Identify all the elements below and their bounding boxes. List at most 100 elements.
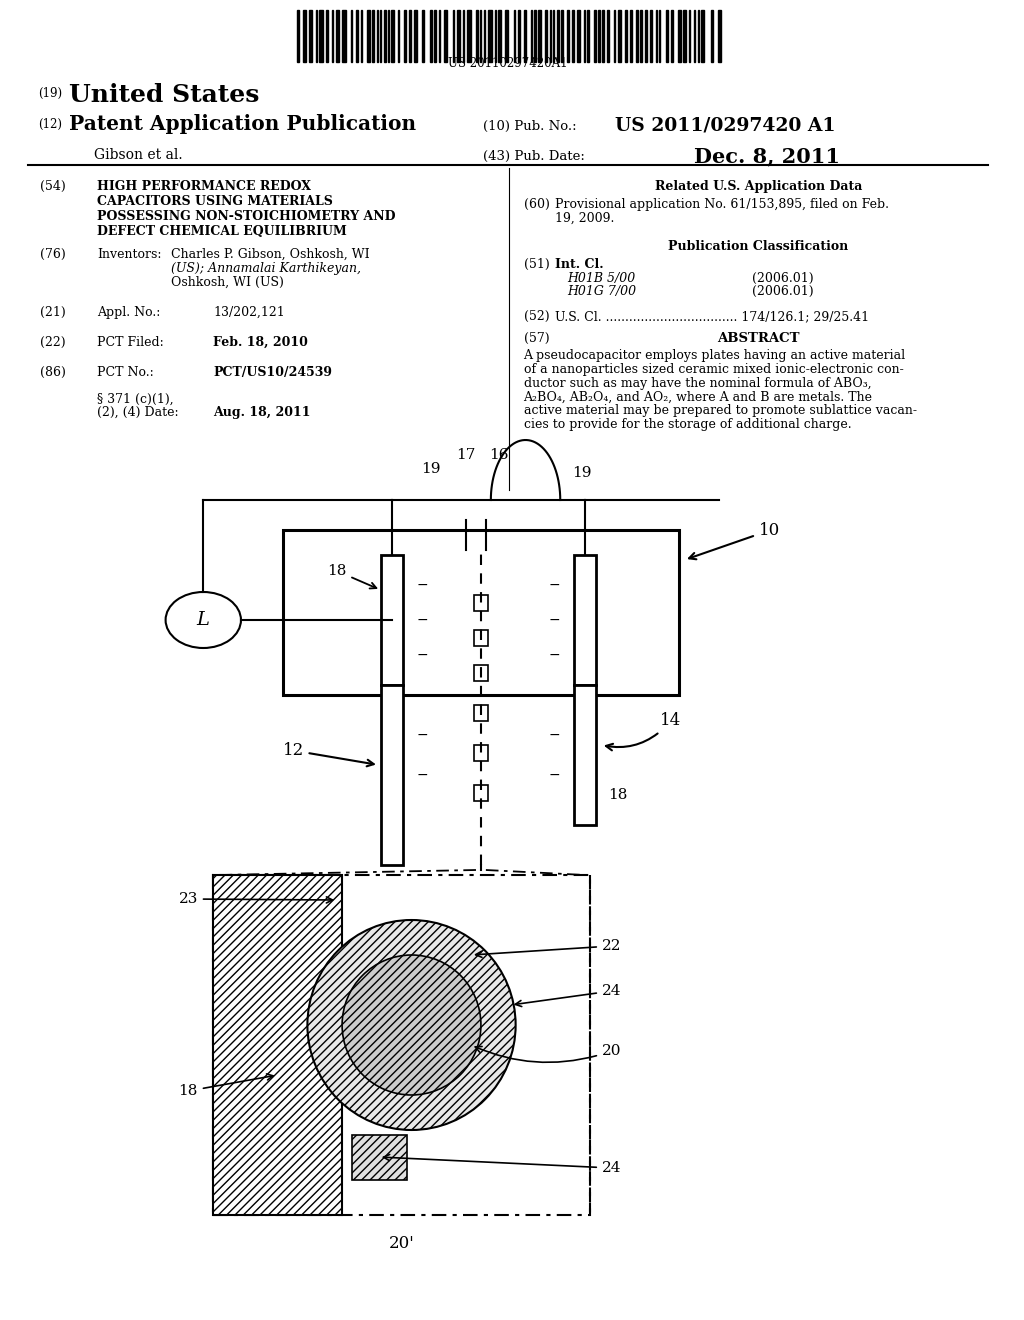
Text: H01B 5/00: H01B 5/00 bbox=[567, 272, 636, 285]
Text: US 20110297420A1: US 20110297420A1 bbox=[447, 57, 567, 70]
Bar bbox=[463, 11, 464, 62]
Text: (12): (12) bbox=[38, 117, 61, 131]
Bar bbox=[474, 595, 487, 611]
Text: 23: 23 bbox=[178, 892, 333, 906]
Text: Oshkosh, WI (US): Oshkosh, WI (US) bbox=[171, 276, 284, 289]
Text: 19, 2009.: 19, 2009. bbox=[555, 213, 614, 224]
Text: 24: 24 bbox=[515, 983, 622, 1007]
Text: Charles P. Gibson, Oshkosh, WI: Charles P. Gibson, Oshkosh, WI bbox=[171, 248, 370, 261]
Bar bbox=[514, 11, 515, 62]
Bar bbox=[474, 744, 487, 762]
Bar bbox=[496, 11, 497, 62]
Text: PCT No.:: PCT No.: bbox=[97, 366, 154, 379]
Bar bbox=[553, 11, 554, 62]
Text: 17: 17 bbox=[457, 447, 476, 462]
Text: ABSTRACT: ABSTRACT bbox=[718, 333, 800, 345]
Text: § 371 (c)(1),: § 371 (c)(1), bbox=[97, 393, 174, 407]
Text: DEFECT CHEMICAL EQUILIBRIUM: DEFECT CHEMICAL EQUILIBRIUM bbox=[97, 224, 347, 238]
Bar bbox=[499, 11, 502, 62]
Bar bbox=[614, 11, 615, 62]
Bar bbox=[594, 11, 596, 62]
Bar bbox=[391, 11, 394, 62]
Text: −: − bbox=[549, 729, 560, 742]
Bar bbox=[602, 11, 604, 62]
Text: (54): (54) bbox=[40, 180, 66, 193]
Text: Related U.S. Application Data: Related U.S. Application Data bbox=[655, 180, 862, 193]
Bar bbox=[453, 11, 454, 62]
Text: −: − bbox=[417, 612, 428, 627]
Text: 20': 20' bbox=[389, 1236, 415, 1251]
Text: PCT Filed:: PCT Filed: bbox=[97, 337, 164, 348]
Text: 19: 19 bbox=[572, 466, 592, 480]
Bar bbox=[438, 11, 439, 62]
Text: of a nanoparticles sized ceramic mixed ionic-electronic con-: of a nanoparticles sized ceramic mixed i… bbox=[523, 363, 903, 376]
Bar bbox=[693, 11, 695, 62]
Bar bbox=[404, 11, 407, 62]
Bar bbox=[577, 11, 581, 62]
Bar bbox=[488, 11, 492, 62]
Bar bbox=[213, 875, 342, 1214]
Text: (21): (21) bbox=[40, 306, 66, 319]
Bar bbox=[550, 11, 551, 62]
Bar bbox=[530, 11, 531, 62]
Bar bbox=[587, 11, 589, 62]
Text: (10) Pub. No.:: (10) Pub. No.: bbox=[483, 120, 577, 133]
Bar bbox=[561, 11, 563, 62]
Text: Inventors:: Inventors: bbox=[97, 248, 162, 261]
Text: Patent Application Publication: Patent Application Publication bbox=[70, 114, 417, 135]
Text: (2006.01): (2006.01) bbox=[752, 285, 813, 298]
Bar bbox=[398, 11, 399, 62]
Text: −: − bbox=[417, 768, 428, 781]
Text: 18: 18 bbox=[328, 564, 377, 589]
Bar bbox=[574, 554, 596, 685]
Text: CAPACITORS USING MATERIALS: CAPACITORS USING MATERIALS bbox=[97, 195, 333, 209]
Bar bbox=[373, 11, 375, 62]
Text: −: − bbox=[417, 688, 428, 702]
Text: (22): (22) bbox=[40, 337, 66, 348]
Text: Provisional application No. 61/153,895, filed on Feb.: Provisional application No. 61/153,895, … bbox=[555, 198, 889, 211]
Bar bbox=[539, 11, 542, 62]
Text: 24: 24 bbox=[383, 1155, 622, 1175]
Text: Int. Cl.: Int. Cl. bbox=[555, 257, 604, 271]
Bar bbox=[457, 11, 460, 62]
Text: (2), (4) Date:: (2), (4) Date: bbox=[97, 407, 179, 418]
Bar bbox=[388, 11, 389, 62]
Bar bbox=[315, 11, 317, 62]
Text: −: − bbox=[417, 648, 428, 663]
Text: (52): (52) bbox=[523, 310, 549, 323]
Bar bbox=[566, 11, 568, 62]
Bar bbox=[678, 11, 681, 62]
Text: (57): (57) bbox=[523, 333, 549, 345]
Circle shape bbox=[342, 954, 481, 1096]
Bar bbox=[377, 11, 378, 62]
Text: 10: 10 bbox=[689, 521, 780, 560]
Bar bbox=[518, 11, 520, 62]
Text: active material may be prepared to promote sublattice vacan-: active material may be prepared to promo… bbox=[523, 404, 916, 417]
Text: 20: 20 bbox=[475, 1044, 622, 1063]
Text: Gibson et al.: Gibson et al. bbox=[94, 148, 183, 162]
Text: 19: 19 bbox=[422, 462, 441, 477]
Bar bbox=[655, 11, 656, 62]
Text: −: − bbox=[549, 578, 560, 591]
Text: −: − bbox=[549, 648, 560, 663]
Bar bbox=[474, 630, 487, 645]
Text: H01G 7/00: H01G 7/00 bbox=[567, 285, 636, 298]
Text: cies to provide for the storage of additional charge.: cies to provide for the storage of addit… bbox=[523, 418, 851, 432]
Bar bbox=[701, 11, 705, 62]
Text: −: − bbox=[417, 578, 428, 591]
Bar bbox=[625, 11, 627, 62]
Text: POSSESSING NON-STOICHIOMETRY AND: POSSESSING NON-STOICHIOMETRY AND bbox=[97, 210, 395, 223]
Circle shape bbox=[307, 920, 516, 1130]
Bar bbox=[336, 11, 339, 62]
Bar bbox=[636, 11, 638, 62]
Bar bbox=[483, 11, 484, 62]
Bar bbox=[480, 11, 481, 62]
Bar bbox=[546, 11, 548, 62]
Bar bbox=[327, 11, 329, 62]
Bar bbox=[644, 11, 646, 62]
Bar bbox=[409, 11, 411, 62]
Bar bbox=[718, 11, 721, 62]
Bar bbox=[698, 11, 699, 62]
Text: (43) Pub. Date:: (43) Pub. Date: bbox=[483, 150, 585, 162]
Text: Aug. 18, 2011: Aug. 18, 2011 bbox=[213, 407, 310, 418]
